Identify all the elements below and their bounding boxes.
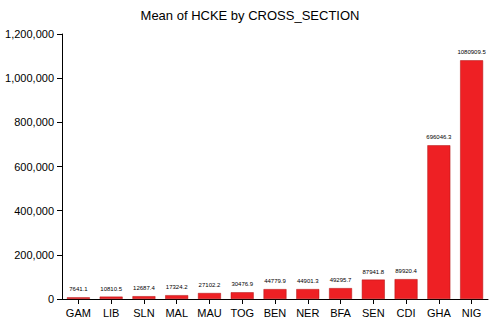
svg-text:TOG: TOG	[230, 307, 254, 319]
svg-text:MAU: MAU	[197, 307, 222, 319]
svg-text:17324.2: 17324.2	[166, 284, 188, 290]
svg-text:49295.7: 49295.7	[330, 277, 352, 283]
svg-text:CDI: CDI	[397, 307, 416, 319]
svg-text:27102.2: 27102.2	[199, 282, 221, 288]
svg-text:LIB: LIB	[103, 307, 120, 319]
svg-text:44901.3: 44901.3	[297, 278, 319, 284]
svg-text:200,000: 200,000	[14, 249, 54, 261]
svg-text:1080909.5: 1080909.5	[457, 49, 486, 55]
svg-text:SLN: SLN	[133, 307, 154, 319]
svg-text:NER: NER	[296, 307, 319, 319]
svg-text:7641.1: 7641.1	[69, 286, 88, 292]
svg-text:89920.4: 89920.4	[395, 268, 417, 274]
svg-text:44779.9: 44779.9	[264, 278, 286, 284]
svg-text:GHA: GHA	[427, 307, 452, 319]
svg-text:696046.3: 696046.3	[426, 134, 452, 140]
svg-text:BFA: BFA	[330, 307, 351, 319]
svg-text:12687.4: 12687.4	[133, 285, 155, 291]
svg-text:87941.8: 87941.8	[362, 269, 384, 275]
svg-text:10810.5: 10810.5	[100, 286, 122, 292]
svg-text:Mean of HCKE by CROSS_SECTION: Mean of HCKE by CROSS_SECTION	[141, 8, 360, 23]
svg-text:400,000: 400,000	[14, 205, 54, 217]
svg-text:30476.9: 30476.9	[231, 281, 253, 287]
svg-text:BEN: BEN	[264, 307, 287, 319]
svg-text:800,000: 800,000	[14, 116, 54, 128]
svg-text:1,200,000: 1,200,000	[5, 28, 54, 40]
svg-text:600,000: 600,000	[14, 161, 54, 173]
svg-text:SEN: SEN	[362, 307, 385, 319]
svg-text:0: 0	[48, 293, 54, 305]
svg-text:GAM: GAM	[66, 307, 91, 319]
svg-text:NIG: NIG	[462, 307, 482, 319]
svg-text:MAL: MAL	[165, 307, 188, 319]
svg-text:1,000,000: 1,000,000	[5, 72, 54, 84]
